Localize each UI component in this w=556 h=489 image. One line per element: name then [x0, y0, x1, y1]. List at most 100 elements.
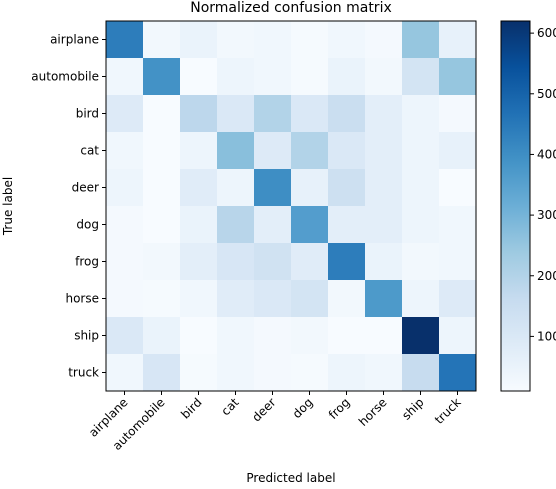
heatmap-cell — [439, 169, 477, 207]
heatmap-cell — [143, 280, 181, 318]
colorbar-tick-label: 100 — [537, 329, 556, 343]
heatmap-cell — [143, 354, 181, 392]
heatmap-cell — [365, 58, 403, 96]
y-tick-label: deer — [72, 181, 99, 195]
x-tick-label: truck — [432, 395, 464, 427]
heatmap-cell — [291, 317, 329, 355]
heatmap-cell — [402, 206, 440, 244]
plot-frame — [105, 20, 477, 392]
colorbar-tick-label: 300 — [537, 208, 556, 222]
heatmap-cell — [291, 169, 329, 207]
heatmap-cell — [106, 95, 144, 133]
heatmap-cell — [365, 95, 403, 133]
heatmap-cell — [217, 132, 255, 170]
heatmap-cell — [328, 280, 366, 318]
heatmap-cell — [217, 58, 255, 96]
heatmap-cell — [254, 280, 292, 318]
heatmap-cell — [439, 280, 477, 318]
heatmap-cell — [180, 21, 218, 59]
heatmap-cell — [291, 243, 329, 281]
heatmap-cell — [328, 206, 366, 244]
colorbar-tick-label: 600 — [537, 26, 556, 40]
heatmap-cell — [106, 58, 144, 96]
heatmap-cell — [402, 280, 440, 318]
colorbar-tick-label: 200 — [537, 269, 556, 283]
heatmap-cell — [217, 354, 255, 392]
heatmap-cell — [106, 280, 144, 318]
heatmap-cell — [254, 169, 292, 207]
heatmap-cell — [254, 58, 292, 96]
heatmap-cell — [143, 95, 181, 133]
heatmap-cell — [439, 132, 477, 170]
heatmap-cell — [402, 317, 440, 355]
x-axis-label: Predicted label — [246, 471, 335, 484]
colorbar-tick-label: 400 — [537, 147, 556, 161]
heatmap-cell — [328, 354, 366, 392]
heatmap-cell — [365, 169, 403, 207]
y-tick-label: bird — [76, 107, 99, 121]
heatmap-cell — [143, 243, 181, 281]
heatmap-cell — [106, 243, 144, 281]
heatmap-cell — [328, 243, 366, 281]
heatmap-cell — [365, 317, 403, 355]
heatmap-cell — [439, 95, 477, 133]
heatmap-cell — [106, 206, 144, 244]
heatmap-cell — [254, 21, 292, 59]
heatmap-cell — [143, 58, 181, 96]
colorbar-ticks: 100 200 300 400 500 600 — [530, 26, 556, 343]
heatmap-cell — [291, 21, 329, 59]
y-tick-label: cat — [80, 144, 99, 158]
heatmap-cell — [291, 132, 329, 170]
y-tick-label: airplane — [50, 33, 99, 47]
heatmap-cell — [365, 354, 403, 392]
heatmap-cell — [402, 169, 440, 207]
heatmap-cell — [217, 280, 255, 318]
colorbar-tick-label: 500 — [537, 87, 556, 101]
heatmap-cell — [180, 58, 218, 96]
heatmap-cell — [143, 21, 181, 59]
heatmap-cell — [439, 21, 477, 59]
heatmap-cell — [254, 243, 292, 281]
heatmap-cell — [291, 280, 329, 318]
heatmap-cells — [106, 21, 477, 392]
heatmap-cell — [143, 317, 181, 355]
heatmap-cell — [402, 132, 440, 170]
heatmap-cell — [106, 317, 144, 355]
x-tick-label: bird — [178, 395, 204, 421]
heatmap-cell — [328, 169, 366, 207]
heatmap-cell — [439, 58, 477, 96]
heatmap-cell — [365, 206, 403, 244]
y-axis-ticks: airplane automobile bird cat deer dog frog hors… — [31, 33, 106, 380]
heatmap-cell — [217, 169, 255, 207]
heatmap-cell — [180, 169, 218, 207]
heatmap-cell — [328, 21, 366, 59]
y-tick-label: frog — [75, 255, 99, 269]
colorbar — [500, 20, 531, 392]
heatmap-cell — [217, 317, 255, 355]
heatmap-cell — [365, 21, 403, 59]
y-axis-label: True label — [1, 177, 15, 236]
heatmap-cell — [180, 280, 218, 318]
x-tick-label: dog — [290, 395, 316, 421]
heatmap-cell — [180, 132, 218, 170]
heatmap-cell — [254, 132, 292, 170]
heatmap-cell — [217, 243, 255, 281]
heatmap-cell — [217, 95, 255, 133]
heatmap-cell — [365, 132, 403, 170]
heatmap-cell — [365, 243, 403, 281]
heatmap-cell — [439, 317, 477, 355]
heatmap-cell — [180, 317, 218, 355]
y-tick-label: truck — [68, 366, 99, 380]
heatmap-cell — [254, 95, 292, 133]
y-tick-label: dog — [76, 218, 99, 232]
x-tick-label: ship — [399, 395, 426, 422]
heatmap-cell — [439, 206, 477, 244]
y-tick-label: automobile — [31, 70, 99, 84]
heatmap-cell — [291, 58, 329, 96]
heatmap-cell — [217, 206, 255, 244]
heatmap-cell — [402, 21, 440, 59]
heatmap-cell — [291, 95, 329, 133]
